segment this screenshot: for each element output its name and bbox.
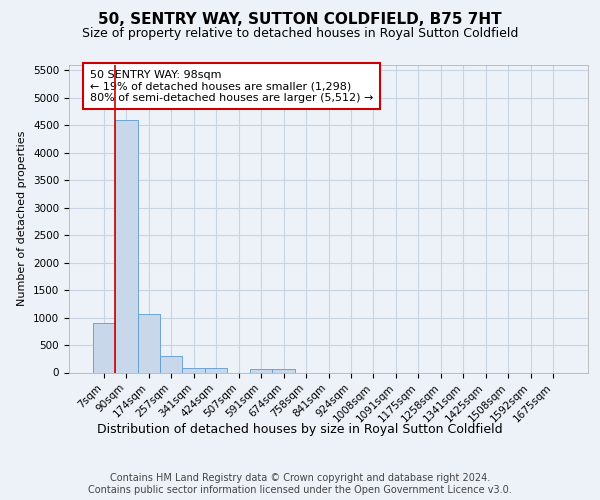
Bar xyxy=(182,368,205,372)
Bar xyxy=(137,314,160,372)
Bar xyxy=(250,370,272,372)
Text: Distribution of detached houses by size in Royal Sutton Coldfield: Distribution of detached houses by size … xyxy=(97,422,503,436)
Bar xyxy=(272,370,295,372)
Bar xyxy=(92,323,115,372)
Bar xyxy=(205,368,227,372)
Bar xyxy=(115,120,137,372)
Text: 50, SENTRY WAY, SUTTON COLDFIELD, B75 7HT: 50, SENTRY WAY, SUTTON COLDFIELD, B75 7H… xyxy=(98,12,502,28)
Bar xyxy=(160,356,182,372)
Y-axis label: Number of detached properties: Number of detached properties xyxy=(17,131,28,306)
Text: 50 SENTRY WAY: 98sqm
← 19% of detached houses are smaller (1,298)
80% of semi-de: 50 SENTRY WAY: 98sqm ← 19% of detached h… xyxy=(90,70,373,103)
Text: Contains HM Land Registry data © Crown copyright and database right 2024.
Contai: Contains HM Land Registry data © Crown c… xyxy=(88,474,512,495)
Text: Size of property relative to detached houses in Royal Sutton Coldfield: Size of property relative to detached ho… xyxy=(82,28,518,40)
